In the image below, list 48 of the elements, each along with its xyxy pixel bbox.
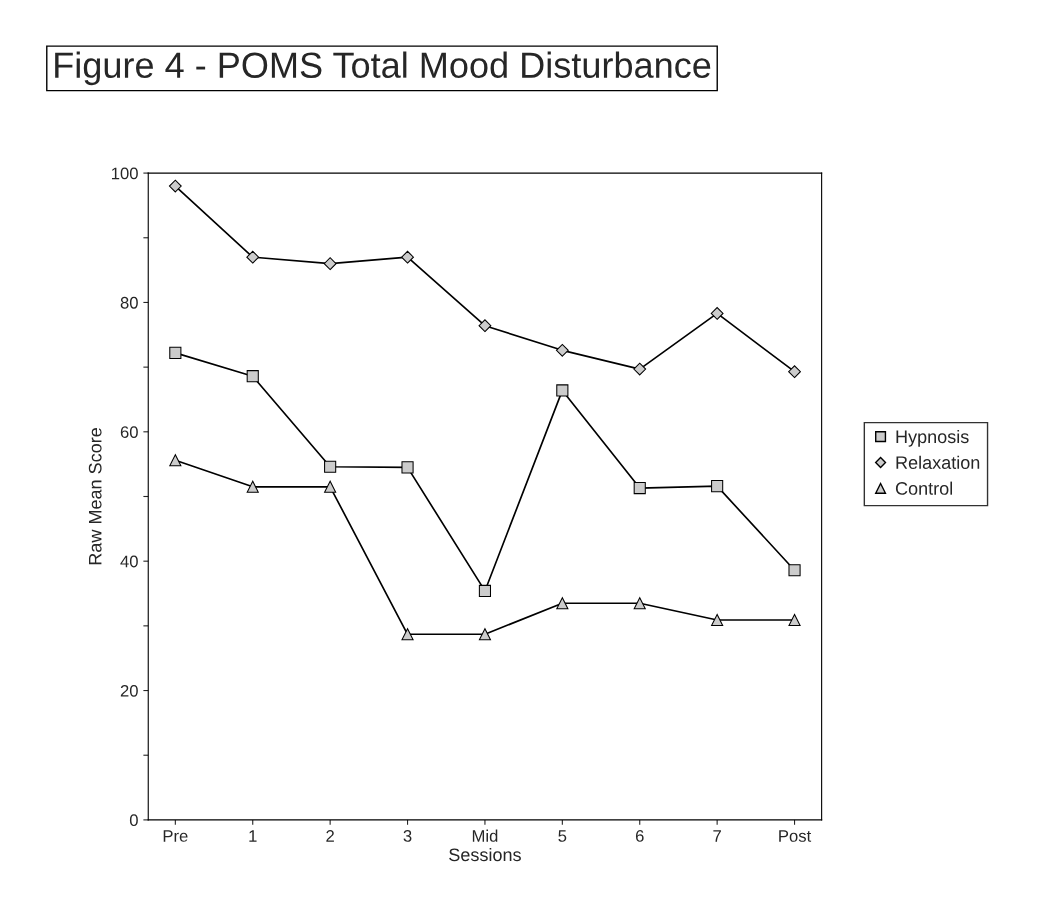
y-tick-label: 80	[120, 296, 138, 309]
x-tick-label: 1	[249, 830, 257, 842]
chart-title: Figure 4 - POMS Total Mood Disturbance	[55, 51, 711, 86]
x-tick-label: Pre	[163, 830, 188, 842]
y-tick-label: 40	[120, 555, 138, 568]
y-tick-label: 20	[120, 684, 138, 697]
x-tick-label: 5	[558, 830, 567, 842]
x-tick-label: 3	[403, 830, 412, 842]
point	[710, 307, 724, 320]
point	[246, 480, 259, 493]
y-tick-label: 100	[111, 167, 138, 180]
legend-label: Control	[895, 481, 953, 495]
y-tick-label: 0	[129, 814, 138, 827]
point	[324, 460, 337, 473]
legend-label: Relaxation	[896, 455, 980, 469]
y-axis-title: Raw Mean Score	[88, 428, 102, 565]
x-tick-label: 6	[635, 830, 644, 842]
point	[401, 628, 414, 641]
point	[711, 613, 724, 627]
point	[324, 480, 337, 493]
point	[168, 179, 182, 193]
point	[401, 461, 414, 474]
x-axis-title: Sessions	[449, 847, 521, 862]
point	[788, 613, 801, 627]
point	[556, 384, 569, 397]
point	[633, 482, 646, 495]
point	[401, 250, 414, 264]
point	[478, 628, 492, 641]
point	[555, 343, 569, 357]
point	[478, 319, 492, 333]
point	[711, 480, 724, 493]
y-tick-label: 60	[120, 426, 138, 439]
x-tick-label: 2	[326, 830, 334, 842]
point	[788, 564, 801, 577]
point	[478, 584, 492, 597]
point	[633, 362, 647, 376]
point	[169, 454, 182, 467]
legend-label: Hypnosis	[896, 429, 969, 447]
point	[323, 257, 337, 271]
point	[633, 597, 646, 610]
point	[246, 370, 259, 383]
point	[169, 346, 182, 359]
x-tick-label: Mid	[472, 829, 498, 842]
point	[556, 597, 569, 610]
x-tick-label: 7	[713, 830, 721, 842]
point	[788, 365, 801, 379]
point	[246, 250, 260, 264]
x-tick-label: Post	[779, 830, 812, 842]
